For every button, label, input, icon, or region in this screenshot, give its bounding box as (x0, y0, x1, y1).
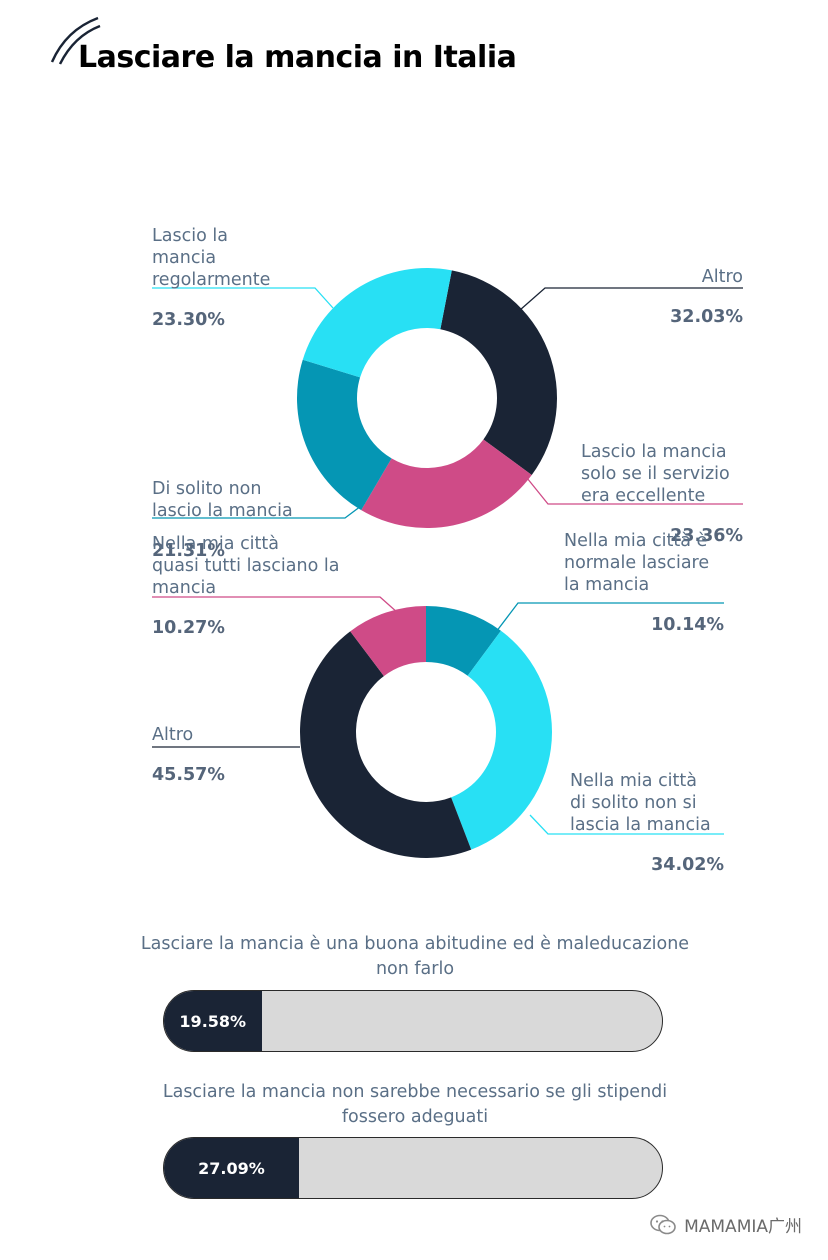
donut1-label-3-line-0: Lascio la (152, 226, 228, 246)
donut2-label-0-line-1: normale lasciare (564, 553, 709, 573)
donut2-value-2: 45.57% (152, 765, 225, 785)
donut2-value-3: 10.27% (152, 618, 225, 638)
donut1-label-0-line-0: Altro (702, 267, 743, 287)
donut1-leader-line-3 (152, 287, 334, 309)
donut2-slice-3 (350, 606, 426, 677)
donut1-leader-line-2 (152, 502, 366, 519)
donut1-label-1-line-0: Lascio la mancia (581, 442, 727, 462)
donut2-leader-line-3 (152, 596, 399, 614)
donut1-value-3: 23.30% (152, 310, 225, 330)
watermark: MAMAMIA广州 (650, 1212, 802, 1237)
donut1-slice-0 (440, 270, 558, 475)
donut1-slice-1 (361, 439, 532, 528)
progress-bar-1: 19.58% (163, 990, 663, 1052)
donut2-hole (356, 662, 496, 802)
donut2-label-1-line-2: lascia la mancia (570, 815, 711, 835)
bar-caption-1: Lasciare la mancia è una buona abitudine… (140, 934, 690, 979)
donut2-label-0-line-2: la mancia (564, 575, 649, 595)
donut1-leader-line-1 (526, 477, 743, 505)
donut1-slice-2 (297, 359, 392, 511)
donut1-value-1: 23.36% (670, 526, 743, 546)
bar-value-2: 27.09% (198, 1158, 265, 1178)
donut2-label-0-line-0: Nella mia città è (564, 531, 707, 551)
donut1-hole (357, 328, 497, 468)
bar-value-1: 19.58% (179, 1011, 247, 1031)
donut2-label-2-line-0: Altro (152, 725, 193, 745)
donut2-leader-line-0 (495, 602, 724, 633)
donut2-slice-2 (299, 631, 472, 859)
donut2-label-3-line-2: mancia (152, 578, 216, 598)
donut1-value-2: 21.31% (152, 541, 225, 561)
donut2-slice-0 (426, 606, 501, 676)
progress-bar-2: 27.09% (163, 1137, 663, 1199)
page-title: Lasciare la mancia in Italia (78, 40, 517, 75)
bar-caption-2: Lasciare la mancia non sarebbe necessari… (162, 1082, 668, 1127)
donut2-value-0: 10.14% (651, 615, 724, 635)
donut1-label-3-line-1: mancia (152, 248, 216, 268)
wechat-icon (650, 1214, 676, 1234)
donut2-label-1-line-1: di solito non si (570, 793, 697, 813)
donut2-label-3-line-1: quasi tutti lasciano la (152, 556, 339, 576)
donut1-leader-line-0 (519, 287, 743, 311)
bar-fill-1 (164, 991, 262, 1051)
donut1-label-2-line-0: Di solito non (152, 479, 261, 499)
donut2-slice-1 (451, 630, 553, 850)
donut2-leader-line-1 (529, 814, 724, 835)
donut1-label-1-line-1: solo se il servizio (581, 464, 730, 484)
watermark-text: MAMAMIA广州 (684, 1217, 802, 1237)
donut1-label-3-line-2: regolarmente (152, 270, 270, 290)
decorative-stroke-icon (50, 16, 101, 65)
donut1-label-1-line-2: era eccellente (581, 486, 705, 506)
bar-fill-2 (164, 1138, 299, 1198)
donut2-label-1-line-0: Nella mia città (570, 771, 697, 791)
donut2-label-3-line-0: Nella mia città (152, 534, 279, 554)
donut2-value-1: 34.02% (651, 855, 724, 875)
donut1-value-0: 32.03% (670, 307, 743, 327)
donut1-slice-3 (302, 268, 452, 378)
donut1-label-2-line-1: lascio la mancia (152, 501, 293, 521)
